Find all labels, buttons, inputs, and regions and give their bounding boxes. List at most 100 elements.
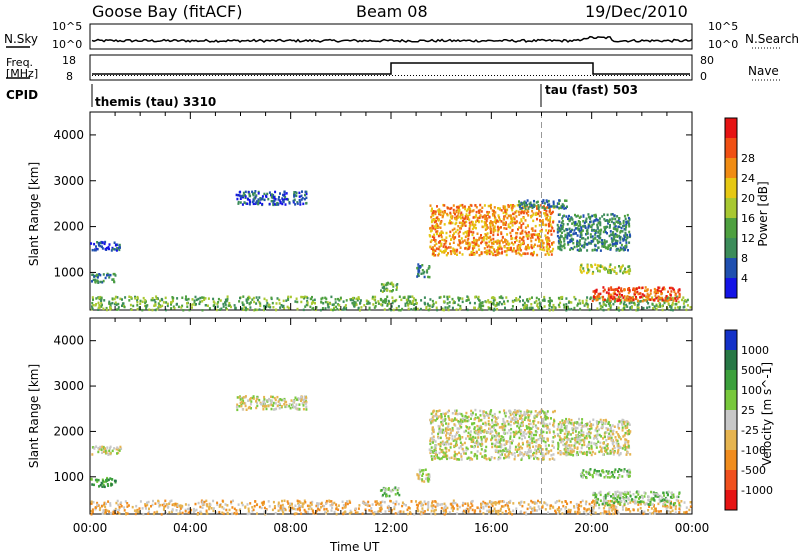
power-cell	[439, 222, 442, 225]
velocity-cell	[508, 501, 511, 504]
power-cell	[462, 219, 465, 223]
velocity-cell	[442, 431, 445, 434]
power-cell	[536, 207, 538, 210]
velocity-cell	[206, 512, 209, 515]
power-cell	[153, 298, 156, 302]
power-cell	[492, 303, 495, 306]
velocity-cell	[297, 397, 300, 400]
power-cell	[532, 213, 535, 216]
power-cell	[492, 299, 495, 302]
power-cell	[430, 220, 433, 224]
power-cell	[671, 303, 674, 306]
velocity-cell	[397, 502, 400, 506]
power-cell	[108, 247, 110, 251]
power-cell	[601, 215, 604, 218]
velocity-cell	[302, 404, 305, 407]
velocity-cell	[432, 430, 435, 434]
power-cell	[557, 296, 560, 300]
velocity-cell	[439, 503, 442, 506]
power-cell	[495, 301, 498, 305]
power-cell	[479, 236, 482, 240]
power-cell	[266, 192, 269, 196]
velocity-cell	[578, 504, 581, 508]
velocity-cell	[499, 507, 502, 511]
velocity-cell	[482, 410, 485, 413]
velocity-cell	[537, 450, 539, 453]
velocity-cell	[288, 509, 291, 512]
power-cell	[447, 308, 450, 312]
power-cell	[293, 191, 296, 194]
power-cell	[501, 236, 504, 239]
power-cell	[674, 294, 677, 297]
velocity-cell	[480, 503, 483, 507]
velocity-cell	[494, 415, 496, 419]
velocity-cell	[537, 438, 540, 441]
power-cell	[455, 217, 458, 220]
power-cell	[300, 198, 303, 201]
velocity-cell	[509, 442, 512, 445]
velocity-cell	[435, 453, 437, 456]
power-cell	[484, 216, 487, 220]
power-cell	[281, 202, 284, 206]
velocity-cell	[397, 511, 400, 515]
velocity-cell	[564, 500, 567, 503]
power-cell	[479, 203, 482, 207]
power-cell	[481, 206, 484, 209]
velocity-cell	[527, 441, 530, 444]
velocity-cell	[459, 438, 462, 441]
power-cell	[574, 297, 577, 301]
velocity-cell	[678, 511, 681, 514]
velocity-cell	[240, 404, 243, 408]
velocity-cell	[458, 427, 461, 430]
power-cell	[432, 238, 435, 241]
power-cell	[622, 246, 625, 249]
power-cell	[561, 203, 564, 206]
power-cell	[473, 242, 476, 245]
velocity-cell	[561, 512, 564, 515]
power-cell	[476, 243, 479, 247]
velocity-cell	[271, 508, 274, 512]
velocity-cell	[428, 477, 430, 481]
power-cell	[458, 230, 461, 234]
power-cell	[450, 206, 453, 210]
power-cell	[480, 210, 483, 213]
power-cell	[91, 248, 94, 252]
velocity-cell	[524, 511, 527, 514]
velocity-cell	[239, 398, 242, 401]
power-cell	[482, 225, 485, 229]
power-cell	[385, 283, 388, 287]
power-cell	[452, 241, 455, 244]
power-cell	[467, 298, 470, 302]
velocity-cell	[653, 505, 655, 508]
power-cell	[501, 296, 504, 300]
velocity-cell	[685, 506, 688, 509]
power-cell	[343, 306, 346, 310]
velocity-cell	[442, 455, 445, 459]
velocity-cell	[238, 405, 241, 408]
power-cell	[603, 298, 606, 301]
power-cell	[399, 309, 402, 312]
power-cell	[626, 233, 629, 237]
power-cell	[384, 301, 387, 304]
power-cell	[595, 217, 598, 221]
velocity-cell	[252, 395, 255, 398]
power-cell	[587, 213, 590, 216]
power-cell	[567, 307, 570, 311]
velocity-cell	[179, 511, 182, 514]
velocity-cell	[393, 487, 395, 491]
power-cell	[428, 266, 431, 269]
power-cell	[578, 221, 581, 224]
power-cell	[114, 274, 117, 277]
power-cell	[644, 289, 646, 292]
power-cell	[444, 306, 447, 309]
velocity-cell	[497, 512, 500, 516]
power-cell	[654, 294, 657, 297]
power-cell	[527, 300, 530, 303]
velocity-cell	[450, 442, 453, 446]
power-cell	[520, 308, 522, 311]
velocity-cell	[478, 425, 481, 428]
power-cell	[642, 299, 645, 302]
power-cell	[136, 295, 139, 299]
velocity-cell	[160, 513, 163, 516]
power-cell	[473, 246, 476, 249]
